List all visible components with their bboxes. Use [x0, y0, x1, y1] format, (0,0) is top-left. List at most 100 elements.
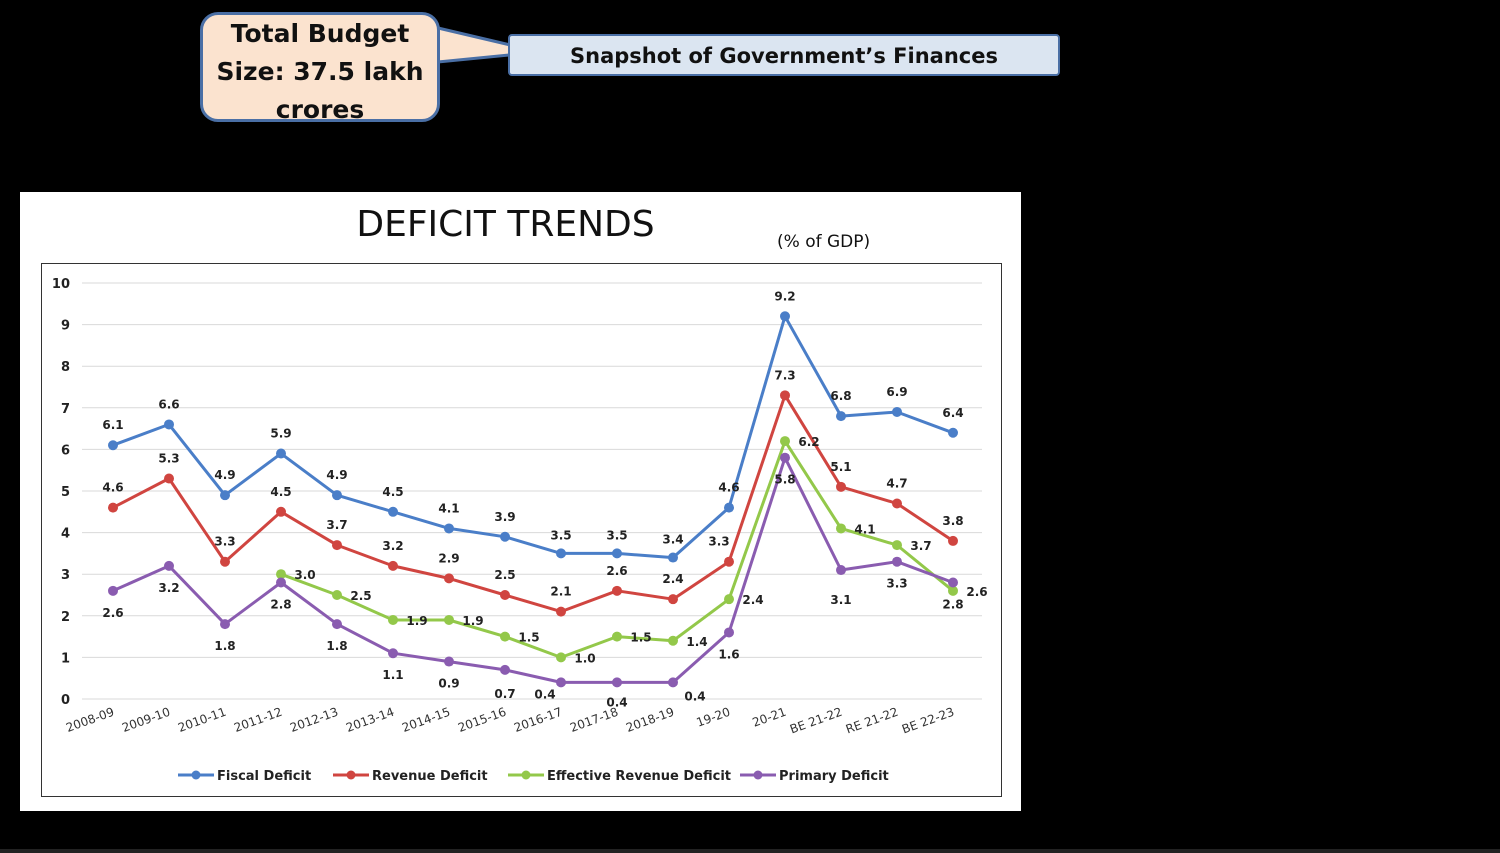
callout-line-2: Size: 37.5 lakh [216, 57, 424, 86]
data-label: 0.4 [534, 687, 555, 701]
data-label: 3.4 [662, 533, 683, 547]
x-tick-label: 19-20 [694, 705, 732, 730]
data-point [332, 590, 342, 600]
data-label: 3.5 [550, 528, 571, 542]
data-point [164, 560, 174, 571]
data-point [388, 614, 398, 625]
data-point [948, 577, 958, 588]
legend-marker [521, 770, 531, 780]
data-point [108, 440, 118, 451]
data-label: 4.6 [718, 481, 739, 495]
y-tick-label: 6 [61, 443, 70, 458]
data-point [388, 648, 398, 659]
data-point [892, 406, 902, 417]
data-label: 5.8 [774, 473, 795, 487]
chart-title: DEFICIT TRENDS [356, 204, 655, 245]
data-point [164, 419, 174, 430]
y-tick-label: 0 [61, 693, 70, 708]
data-point [892, 556, 902, 567]
data-label: 2.9 [438, 551, 459, 565]
legend-label: Primary Deficit [779, 769, 889, 784]
data-point [892, 498, 902, 509]
x-tick-label: 2016-17 [512, 705, 564, 735]
x-tick-label: RE 21-22 [844, 705, 900, 737]
data-point [332, 540, 342, 551]
data-label: 4.1 [438, 501, 459, 515]
callout-line-3: crores [275, 95, 365, 124]
data-label: 2.8 [942, 598, 963, 612]
data-point [220, 556, 230, 567]
callout-line-1: Total Budget [230, 19, 410, 48]
data-label: 3.7 [326, 518, 347, 532]
data-point [612, 585, 622, 596]
data-point [220, 490, 230, 501]
data-point [612, 548, 622, 559]
data-point [892, 540, 902, 551]
data-label: 5.1 [830, 460, 851, 474]
header-area: Total Budget Size: 37.5 lakh crores Snap… [0, 0, 1500, 160]
data-label: 0.7 [494, 687, 515, 701]
data-label: 1.8 [326, 639, 347, 653]
data-label: 1.9 [462, 614, 483, 628]
data-label: 3.5 [606, 528, 627, 542]
legend-marker [191, 770, 201, 780]
data-point [556, 548, 566, 559]
data-label: 1.6 [718, 647, 739, 661]
data-label: 4.5 [382, 485, 403, 499]
data-label: 3.3 [708, 535, 729, 549]
data-point [444, 573, 454, 584]
data-point [836, 565, 846, 576]
data-point [276, 448, 286, 459]
legend-marker [753, 770, 763, 780]
data-label: 1.5 [630, 631, 651, 645]
data-point [668, 594, 678, 605]
data-label: 6.6 [158, 397, 179, 411]
x-tick-label: 2008-09 [64, 705, 116, 735]
data-point [108, 585, 118, 596]
data-label: 2.5 [494, 568, 515, 582]
data-label: 2.5 [350, 589, 371, 603]
data-label: 1.4 [686, 635, 707, 649]
data-point [724, 594, 734, 605]
data-point [500, 664, 510, 675]
legend-label: Revenue Deficit [372, 769, 488, 784]
series-line-primary-deficit [112, 456, 954, 684]
data-point [276, 569, 286, 580]
data-point [332, 619, 342, 630]
x-tick-label: 2010-11 [176, 705, 228, 735]
data-point [556, 677, 566, 688]
bottom-edge [0, 849, 1500, 853]
data-point [836, 481, 846, 492]
data-point [612, 631, 622, 642]
data-label: 0.9 [438, 677, 459, 691]
data-point [948, 427, 958, 438]
data-label: 3.8 [942, 514, 963, 528]
data-label: 3.9 [494, 510, 515, 524]
data-point [780, 311, 790, 322]
data-label: 3.0 [294, 568, 315, 582]
series-line-fiscal-deficit [112, 314, 954, 560]
data-label: 5.9 [270, 427, 291, 441]
data-label: 6.2 [798, 435, 819, 449]
x-tick-label: 2015-16 [456, 705, 508, 735]
data-point [164, 473, 174, 484]
y-tick-label: 2 [61, 610, 70, 625]
data-label: 1.8 [214, 639, 235, 653]
snapshot-banner: Snapshot of Government’s Finances [508, 34, 1060, 76]
y-tick-label: 8 [61, 360, 70, 375]
data-point [948, 535, 958, 546]
y-tick-label: 4 [61, 527, 70, 542]
data-label: 3.7 [910, 539, 931, 553]
data-label: 3.3 [214, 535, 235, 549]
data-point [276, 577, 286, 588]
x-tick-label: 2009-10 [120, 705, 172, 735]
data-label: 3.2 [382, 539, 403, 553]
y-tick-label: 9 [61, 319, 70, 334]
data-point [836, 411, 846, 422]
data-label: 4.1 [854, 522, 875, 536]
data-point [556, 606, 566, 617]
data-label: 6.8 [830, 389, 851, 403]
data-label: 1.9 [406, 614, 427, 628]
data-label: 3.2 [158, 581, 179, 595]
data-point [724, 556, 734, 567]
